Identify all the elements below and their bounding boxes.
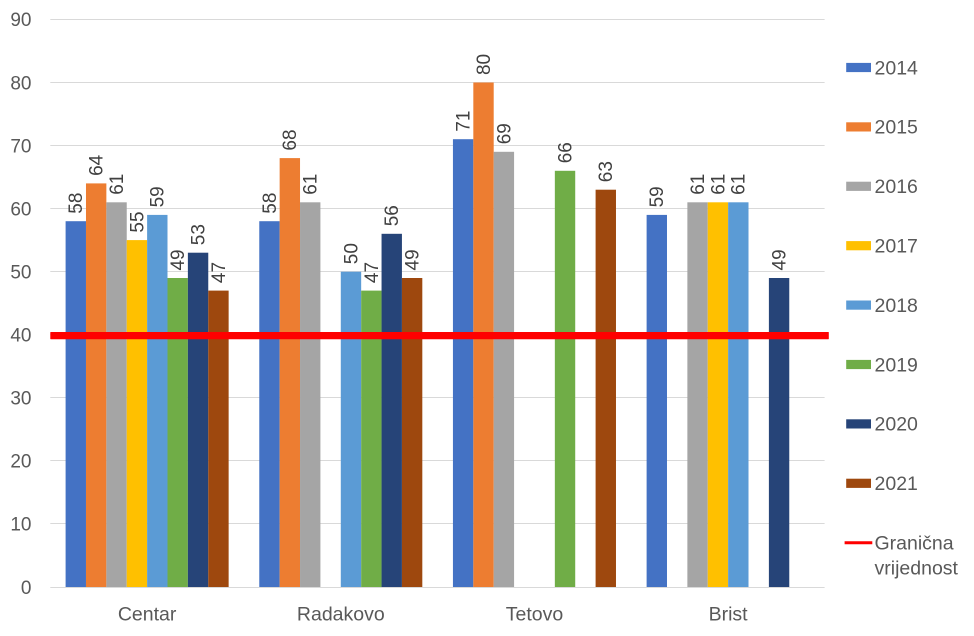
svg-text:Granična: Granična xyxy=(875,533,954,555)
svg-text:69: 69 xyxy=(494,123,515,144)
svg-text:0: 0 xyxy=(21,578,32,599)
svg-text:68: 68 xyxy=(280,129,301,150)
svg-text:50: 50 xyxy=(10,263,31,284)
svg-text:61: 61 xyxy=(729,174,750,195)
svg-text:90: 90 xyxy=(10,10,31,31)
svg-text:50: 50 xyxy=(341,243,362,264)
svg-text:2019: 2019 xyxy=(875,354,918,376)
svg-text:56: 56 xyxy=(382,205,403,226)
svg-text:2015: 2015 xyxy=(875,117,919,139)
svg-text:47: 47 xyxy=(209,262,230,283)
svg-text:40: 40 xyxy=(10,326,31,347)
svg-text:64: 64 xyxy=(87,154,108,176)
svg-text:20: 20 xyxy=(10,452,31,473)
svg-text:49: 49 xyxy=(403,249,424,270)
svg-text:49: 49 xyxy=(168,249,189,270)
svg-text:59: 59 xyxy=(647,186,668,207)
svg-text:2021: 2021 xyxy=(875,473,918,495)
svg-text:58: 58 xyxy=(260,193,281,214)
svg-text:vrijednost: vrijednost xyxy=(875,558,959,580)
svg-text:80: 80 xyxy=(474,54,495,75)
svg-text:Centar: Centar xyxy=(118,604,177,626)
svg-text:58: 58 xyxy=(66,193,87,214)
svg-text:2020: 2020 xyxy=(875,414,919,436)
svg-text:80: 80 xyxy=(10,73,31,94)
svg-text:47: 47 xyxy=(362,262,383,283)
svg-text:2017: 2017 xyxy=(875,236,918,258)
svg-text:63: 63 xyxy=(596,161,617,182)
svg-text:61: 61 xyxy=(301,174,322,195)
svg-text:61: 61 xyxy=(107,174,128,195)
svg-text:10: 10 xyxy=(10,515,31,536)
svg-text:30: 30 xyxy=(10,389,31,410)
svg-text:Radakovo: Radakovo xyxy=(297,604,385,626)
svg-text:71: 71 xyxy=(454,111,475,132)
svg-text:70: 70 xyxy=(10,136,31,157)
svg-text:Brist: Brist xyxy=(709,604,749,626)
svg-text:2016: 2016 xyxy=(875,176,918,198)
svg-text:55: 55 xyxy=(127,211,148,232)
svg-text:66: 66 xyxy=(555,142,576,163)
svg-text:2014: 2014 xyxy=(875,57,919,79)
svg-text:49: 49 xyxy=(770,249,791,270)
svg-text:60: 60 xyxy=(10,199,31,220)
svg-text:61: 61 xyxy=(708,174,729,195)
svg-text:61: 61 xyxy=(688,174,709,195)
svg-text:Tetovo: Tetovo xyxy=(506,604,564,626)
svg-text:2018: 2018 xyxy=(875,295,918,317)
svg-text:53: 53 xyxy=(189,224,210,245)
svg-text:59: 59 xyxy=(148,186,169,207)
